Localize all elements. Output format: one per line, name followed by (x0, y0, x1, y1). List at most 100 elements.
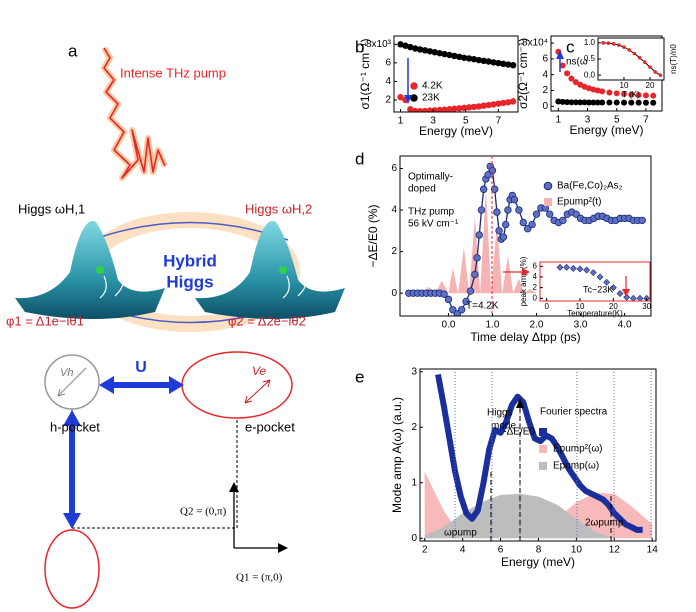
guide-line (490, 404, 612, 541)
legend-marker (410, 94, 418, 102)
annotation: THz pump (408, 207, 455, 218)
y-tick-label: 4 (533, 272, 538, 281)
point (524, 225, 532, 233)
point (407, 43, 414, 51)
phase-formula: φ2 = Δ2e−iθ2 (228, 313, 306, 328)
point (555, 98, 562, 105)
point (495, 100, 502, 107)
point (465, 55, 473, 62)
pocket-label: e-pocket (245, 419, 295, 434)
point (515, 206, 523, 214)
point (569, 264, 577, 272)
x-tick-label: 2.0 (530, 320, 544, 331)
point (596, 273, 604, 281)
point (621, 99, 628, 106)
axes-frame (393, 35, 519, 113)
point (441, 106, 448, 112)
legend-label: 23K (422, 93, 440, 104)
point (509, 61, 517, 69)
point (613, 99, 620, 106)
y-tick-label: 2 (385, 95, 391, 106)
point (621, 91, 628, 98)
point (475, 231, 483, 239)
point (577, 99, 584, 106)
annotation: Tc~23K (583, 284, 613, 294)
y-tick-label: 6 (391, 163, 397, 174)
point (501, 220, 510, 229)
point (648, 65, 652, 69)
x-tick-label: 12 (609, 545, 621, 556)
point (559, 216, 567, 225)
plot-area (555, 48, 657, 106)
point (568, 75, 575, 82)
point (559, 98, 566, 105)
legend-marker (543, 181, 553, 191)
y-tick-label: 4 (391, 205, 397, 216)
pump-pulse (103, 47, 166, 179)
y-axis-label: −ΔE/E0 (%) (366, 204, 380, 267)
point (589, 269, 597, 277)
point (473, 254, 481, 262)
point (485, 58, 492, 65)
arrowhead (516, 398, 524, 408)
y-tick-label: 4 (385, 76, 391, 87)
annotation: ns(ω (566, 57, 588, 68)
y-tick-label: 8x10³ (366, 39, 392, 50)
point (475, 103, 483, 110)
x-tick-label: 1 (398, 116, 404, 127)
chart: Epump²(ω)Epump(ω)-ΔE/E02 4 6 8 10 12 140123Ene… (355, 366, 658, 569)
chart: 1 3 5 7 0 2 4 6 8x10⁴ Energy (meV) σ2(Ω⁻¹ cm⁻¹) cns… (516, 35, 663, 137)
e-pocket-shape (181, 351, 293, 419)
point (603, 278, 611, 286)
point (456, 105, 463, 112)
annotation: Optimally- (408, 172, 453, 183)
legend-label: Epump²(t) (557, 197, 601, 208)
x-tick-label: 1 (556, 115, 562, 126)
y-tick-label: 2 (533, 283, 538, 292)
point (636, 294, 644, 301)
plot-area (397, 41, 517, 112)
y-tick-label: 6 (533, 261, 538, 270)
point (611, 42, 616, 46)
x-tick-label: 2 (422, 545, 428, 556)
point (505, 99, 512, 106)
higgs-potential (195, 221, 345, 319)
x-axis-label: Time delay Δtpp (ps) (470, 330, 580, 344)
point (572, 99, 579, 106)
annotation: 2ωpump (585, 518, 624, 529)
axes-frame (399, 155, 652, 317)
point (627, 48, 631, 52)
x-tick-label: 8 (536, 545, 542, 556)
point (642, 92, 649, 99)
ball (96, 266, 104, 274)
y-tick-label: 6 (542, 54, 548, 65)
point (462, 297, 470, 306)
y-axis-label: peak amp (%) (519, 256, 528, 306)
vh-label: Vh (60, 367, 73, 379)
x-tick-label: 7 (496, 116, 502, 127)
point (436, 106, 443, 112)
point (599, 88, 606, 95)
point (480, 57, 487, 65)
ball (279, 266, 287, 274)
q-label: Q2 = (0,π) (180, 506, 227, 518)
hybrid-label: Hybrid (163, 251, 217, 270)
point (616, 290, 624, 297)
point (635, 99, 642, 106)
point (581, 99, 588, 106)
point (583, 266, 591, 274)
point (440, 290, 448, 298)
point (500, 99, 507, 107)
axes-frame (539, 261, 651, 302)
point (504, 206, 512, 214)
x-tick-label: 0.0 (441, 320, 455, 331)
panel-label: d (355, 149, 364, 168)
point (637, 55, 642, 60)
arrow (244, 379, 271, 404)
y-tick-label: 0 (391, 288, 397, 299)
y-tick-label: 4 (542, 69, 548, 80)
x-tick-label: 5 (614, 115, 620, 126)
inset-background (598, 38, 664, 80)
point (421, 107, 429, 112)
